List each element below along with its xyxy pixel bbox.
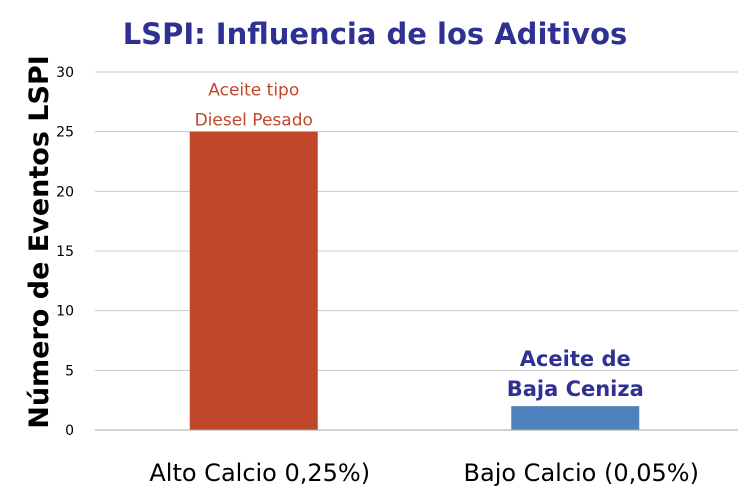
y-axis-label: Número de Eventos LSPI [24,55,55,429]
x-category-label: Bajo Calcio (0,05%) [464,459,699,487]
bar [511,406,640,430]
y-tick-label: 10 [56,304,74,320]
bar [189,131,318,430]
bar-data-label: Aceite de [520,347,631,371]
x-axis-categories: Alto Calcio 0,25%) Bajo Calcio (0,05%) [149,459,699,487]
x-category-label: Alto Calcio 0,25%) [149,459,370,487]
bar-labels: Aceite tipo Diesel Pesado Aceite de Baja Ce… [195,81,644,401]
y-tick-label: 5 [65,363,74,379]
y-tick-label: 30 [56,65,74,81]
y-axis-ticks: 0 5 10 15 20 25 30 [56,65,74,439]
y-tick-label: 25 [56,125,74,141]
bar-data-label: Aceite tipo [208,81,299,101]
y-tick-label: 20 [56,184,74,200]
bars [189,131,640,430]
bar-data-label: Baja Ceniza [507,377,644,401]
y-tick-label: 0 [65,423,74,439]
chart-title: LSPI: Influencia de los Aditivos [123,17,628,51]
bar-data-label: Diesel Pesado [195,111,313,131]
y-tick-label: 15 [56,244,74,260]
